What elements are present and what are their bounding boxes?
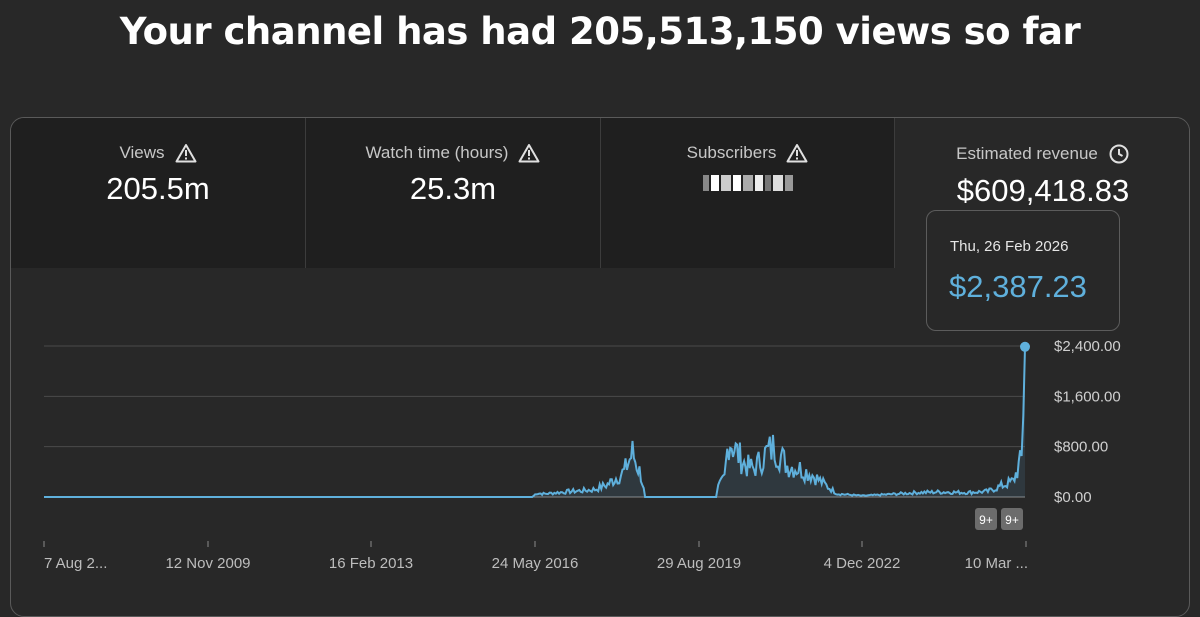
badge[interactable]: 9+ — [975, 508, 997, 530]
metric-value: $609,418.83 — [956, 173, 1130, 208]
tooltip-value: $2,387.23 — [949, 269, 1087, 304]
y-axis-ticks: $2,400.00 $1,600.00 $800.00 $0.00 — [1054, 338, 1121, 506]
metric-tab-subscribers[interactable]: Subscribers — [601, 118, 895, 268]
x-tick-label: 24 May 2016 — [492, 555, 579, 572]
redacted-value — [702, 175, 793, 191]
y-tick-label: $2,400.00 — [1054, 338, 1121, 355]
x-tick-label: 12 Nov 2009 — [165, 555, 250, 572]
x-tick-label: 7 Aug 2... — [44, 555, 107, 572]
badge-label: 9+ — [979, 513, 993, 527]
x-axis-ticks: 7 Aug 2... 12 Nov 2009 16 Feb 2013 24 May 2… — [43, 541, 1028, 572]
y-tick-label: $1,600.00 — [1054, 388, 1121, 405]
hover-point[interactable] — [1020, 341, 1030, 352]
y-tick-label: $800.00 — [1054, 439, 1108, 456]
metric-value: 25.3m — [409, 171, 497, 206]
tooltip-date: Thu, 26 Feb 2026 — [950, 238, 1069, 255]
y-tick-label: $0.00 — [1054, 489, 1092, 506]
x-tick-label: 16 Feb 2013 — [329, 555, 413, 572]
metric-label: Views — [119, 143, 165, 162]
badge[interactable]: 9+ — [1001, 508, 1023, 530]
chart-tooltip: Thu, 26 Feb 2026 $2,387.23 — [926, 210, 1120, 331]
clock-icon[interactable] — [1108, 143, 1130, 165]
metric-tabs: Views 205.5m Watch time (hours) 25.3m Su… — [11, 118, 1189, 268]
page-headline: Your channel has had 205,513,150 views s… — [119, 10, 1081, 53]
badge-label: 9+ — [1005, 513, 1019, 527]
metric-label: Estimated revenue — [956, 144, 1098, 163]
revenue-area — [44, 346, 1025, 497]
analytics-card: Views 205.5m Watch time (hours) 25.3m Su… — [10, 117, 1190, 617]
warning-icon[interactable] — [175, 143, 197, 163]
metric-label: Subscribers — [686, 143, 777, 162]
x-tick-label: 10 Mar ... — [965, 555, 1028, 572]
warning-icon[interactable] — [518, 143, 540, 163]
revenue-chart: $2,400.00 $1,600.00 $800.00 $0.00 7 Aug 2..… — [43, 338, 1121, 572]
x-tick-label: 4 Dec 2022 — [824, 555, 901, 572]
metric-tab-watch-time[interactable]: Watch time (hours) 25.3m — [306, 118, 601, 268]
warning-icon[interactable] — [786, 143, 808, 163]
metric-value: 205.5m — [106, 171, 210, 206]
metric-tab-views[interactable]: Views 205.5m — [11, 118, 306, 268]
revenue-line — [44, 346, 1026, 498]
x-tick-label: 29 Aug 2019 — [657, 555, 741, 572]
chart-gridlines — [44, 345, 1025, 498]
metric-label: Watch time (hours) — [365, 143, 509, 162]
